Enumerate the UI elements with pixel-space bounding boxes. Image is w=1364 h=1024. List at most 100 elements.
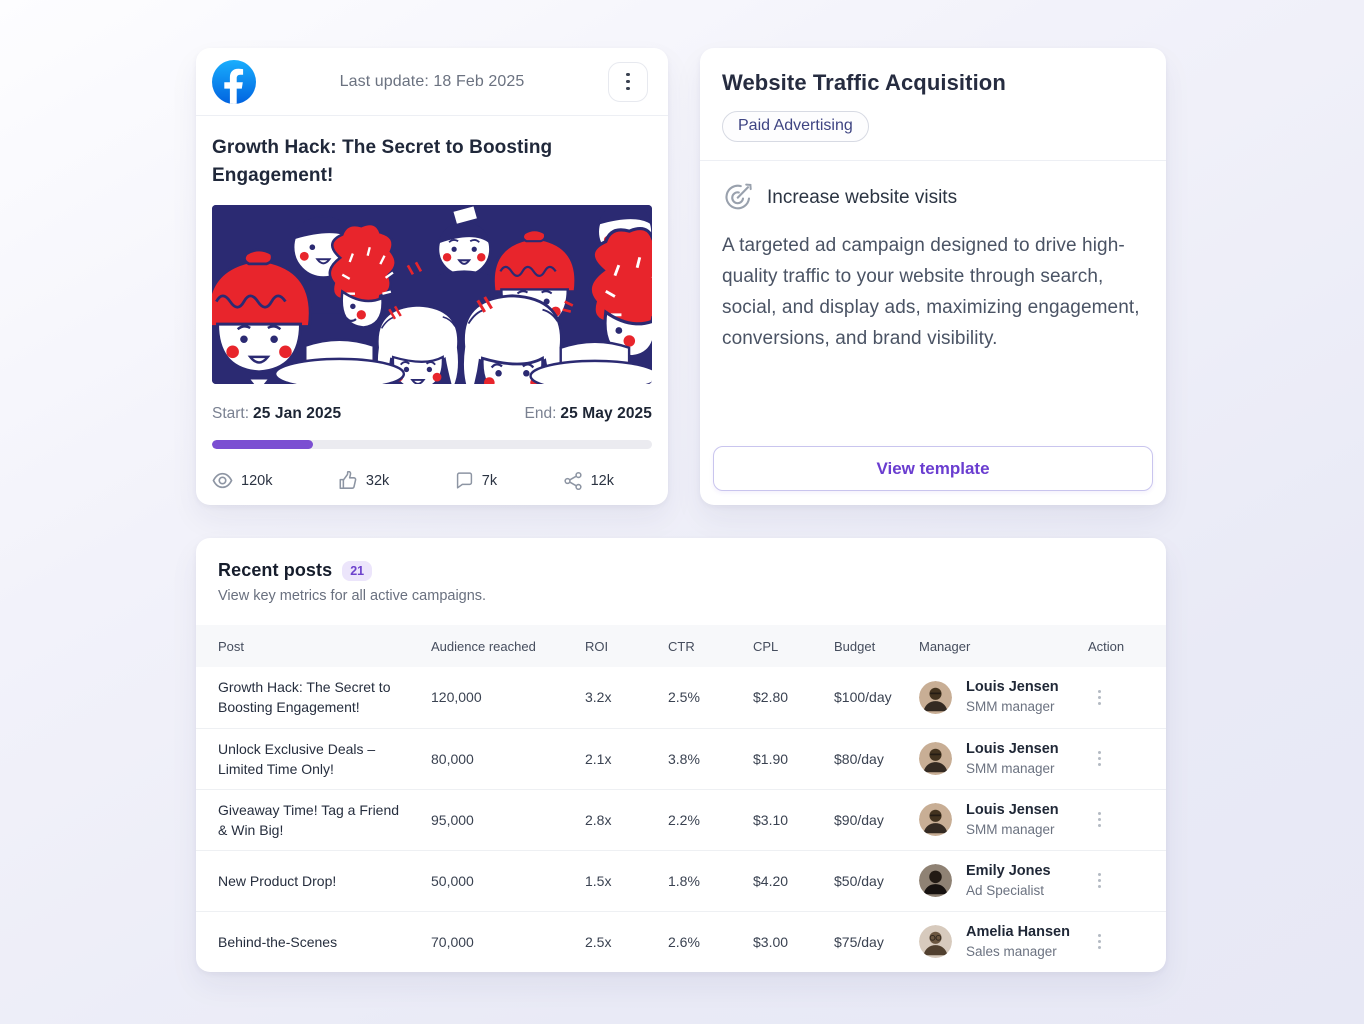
row-menu-button[interactable] [1088,746,1110,772]
post-title-cell: Unlock Exclusive Deals – Limited Time On… [218,740,376,777]
cpl-cell: $4.20 [753,872,789,889]
template-card: Website Traffic Acquisition Paid Adverti… [700,48,1166,505]
goal-target-icon [725,183,752,210]
likes-stat: 32k [338,470,389,491]
view-template-button[interactable]: View template [713,446,1153,491]
budget-cell: $75/day [834,933,884,950]
column-roi: ROI [585,638,609,654]
facebook-icon [212,59,256,104]
post-title-cell: New Product Drop! [218,872,337,889]
template-card-header: Website Traffic Acquisition Paid Adverti… [700,48,1166,161]
manager-role: SMM manager [966,760,1055,776]
table-row: Giveaway Time! Tag a Friend & Win Big! 9… [196,789,1166,850]
posts-count-badge: 21 [342,560,373,581]
avatar [919,803,952,836]
campaign-stats: 120k 32k 7k 12k [212,470,652,491]
ctr-cell: 2.5% [668,689,700,706]
row-menu-button[interactable] [1088,929,1110,955]
manager-name: Emily Jones [966,862,1051,879]
end-date: End: 25 May 2025 [524,405,652,422]
goal-row: Increase website visits [722,182,1144,213]
avatar [919,864,952,897]
ctr-cell: 3.8% [668,750,700,767]
manager-name: Louis Jensen [966,679,1059,696]
manager-role: SMM manager [966,821,1055,837]
recent-posts-header: Recent posts 21 View key metrics for all… [196,538,1166,625]
manager-role: Sales manager [966,943,1057,959]
manager-cell: Emily Jones Ad Specialist [919,862,1080,900]
campaign-dates: Start: 25 Jan 2025 End: 25 May 2025 [212,405,652,423]
audience-cell: 120,000 [431,689,482,706]
campaign-card: Last update: 18 Feb 2025 Growth Hack: Th… [196,48,668,505]
shares-stat: 12k [563,470,614,491]
cpl-cell: $1.90 [753,750,789,767]
audience-cell: 95,000 [431,811,474,828]
column-ctr: CTR [668,638,695,654]
crowd-of-people-illustration [212,205,652,384]
template-description: A targeted ad campaign designed to drive… [722,235,1140,349]
manager-role: SMM manager [966,699,1055,715]
posts-table: Post Audience reached ROI CTR CPL Budget… [196,625,1166,972]
roi-cell: 3.2x [585,689,612,706]
manager-name: Louis Jensen [966,740,1059,757]
budget-cell: $50/day [834,872,884,889]
roi-cell: 2.1x [585,750,612,767]
manager-cell: Louis Jensen SMM manager [919,740,1080,778]
cpl-cell: $2.80 [753,689,789,706]
cpl-cell: $3.10 [753,811,789,828]
recent-posts-subtitle: View key metrics for all active campaign… [218,588,487,604]
recent-posts-title: Recent posts [218,560,333,580]
avatar [919,925,952,959]
column-audience: Audience reached [431,638,536,654]
views-stat: 120k [212,470,272,491]
budget-cell: $100/day [834,689,892,706]
budget-cell: $90/day [834,811,884,828]
budget-cell: $80/day [834,750,884,767]
avatar [919,742,952,775]
avatar [919,680,952,714]
manager-role: Ad Specialist [966,882,1045,898]
column-cpl: CPL [753,638,779,654]
manager-name: Louis Jensen [966,801,1059,818]
roi-cell: 1.5x [585,872,612,889]
template-card-body: Increase website visits A targeted ad ca… [700,161,1166,354]
share-icon [563,471,582,490]
paid-advertising-badge: Paid Advertising [722,111,869,142]
thumbs-up-icon [339,470,357,489]
goal-label: Increase website visits [767,186,958,208]
progress-fill [212,440,314,449]
campaign-card-body: Growth Hack: The Secret to Boosting Enga… [196,116,668,491]
post-title-cell: Growth Hack: The Secret to Boosting Enga… [218,679,391,716]
row-menu-button[interactable] [1088,807,1110,833]
ctr-cell: 2.2% [668,811,700,828]
table-header-row: Post Audience reached ROI CTR CPL Budget… [196,625,1166,667]
template-title: Website Traffic Acquisition [722,70,1006,95]
roi-cell: 2.8x [585,811,612,828]
row-menu-button[interactable] [1088,684,1110,710]
last-update-label: Last update: 18 Feb 2025 [339,72,525,90]
campaign-progress-bar [212,440,652,449]
comments-stat: 7k [455,470,497,491]
ctr-cell: 1.8% [668,872,700,889]
column-budget: Budget [834,638,876,654]
table-row: New Product Drop! 50,000 1.5x 1.8% $4.20… [196,850,1166,911]
start-date: Start: 25 Jan 2025 [212,405,342,422]
eye-icon [212,472,233,489]
manager-cell: Louis Jensen SMM manager [919,678,1080,716]
manager-cell: Louis Jensen SMM manager [919,801,1080,839]
table-row: Behind-the-Scenes 70,000 2.5x 2.6% $3.00… [196,911,1166,972]
table-row: Growth Hack: The Secret to Boosting Enga… [196,667,1166,728]
post-title-cell: Behind-the-Scenes [218,933,338,950]
manager-name: Amelia Hansen [966,923,1070,940]
audience-cell: 80,000 [431,750,474,767]
comment-icon [456,472,472,489]
roi-cell: 2.5x [585,933,612,950]
cpl-cell: $3.00 [753,933,789,950]
campaign-title: Growth Hack: The Secret to Boosting Enga… [212,137,553,186]
row-menu-button[interactable] [1088,868,1110,894]
campaign-card-header: Last update: 18 Feb 2025 [196,48,668,116]
table-row: Unlock Exclusive Deals – Limited Time On… [196,728,1166,789]
recent-posts-card: Recent posts 21 View key metrics for all… [196,538,1166,972]
column-post: Post [218,638,245,654]
campaign-menu-button[interactable] [608,61,648,102]
